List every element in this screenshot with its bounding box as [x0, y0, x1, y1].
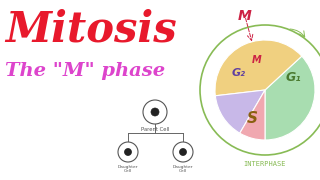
Wedge shape [215, 90, 265, 133]
Circle shape [151, 108, 159, 116]
Circle shape [180, 148, 187, 156]
Wedge shape [240, 90, 265, 140]
Text: M: M [252, 55, 262, 65]
Text: Parent Cell: Parent Cell [141, 127, 169, 132]
Text: G₂: G₂ [232, 68, 246, 78]
Wedge shape [215, 40, 302, 96]
Text: M: M [238, 9, 252, 23]
Circle shape [173, 142, 193, 162]
Circle shape [143, 100, 167, 124]
Circle shape [124, 148, 132, 156]
Text: G₁: G₁ [285, 71, 301, 84]
Text: Mitosis: Mitosis [5, 8, 177, 50]
Text: INTERPHASE: INTERPHASE [244, 161, 286, 167]
Wedge shape [265, 56, 315, 140]
Text: The "M" phase: The "M" phase [5, 62, 165, 80]
Text: S: S [247, 111, 258, 126]
Text: Daughter
Cell: Daughter Cell [118, 165, 138, 173]
Circle shape [118, 142, 138, 162]
Text: Daughter
Cell: Daughter Cell [173, 165, 193, 173]
